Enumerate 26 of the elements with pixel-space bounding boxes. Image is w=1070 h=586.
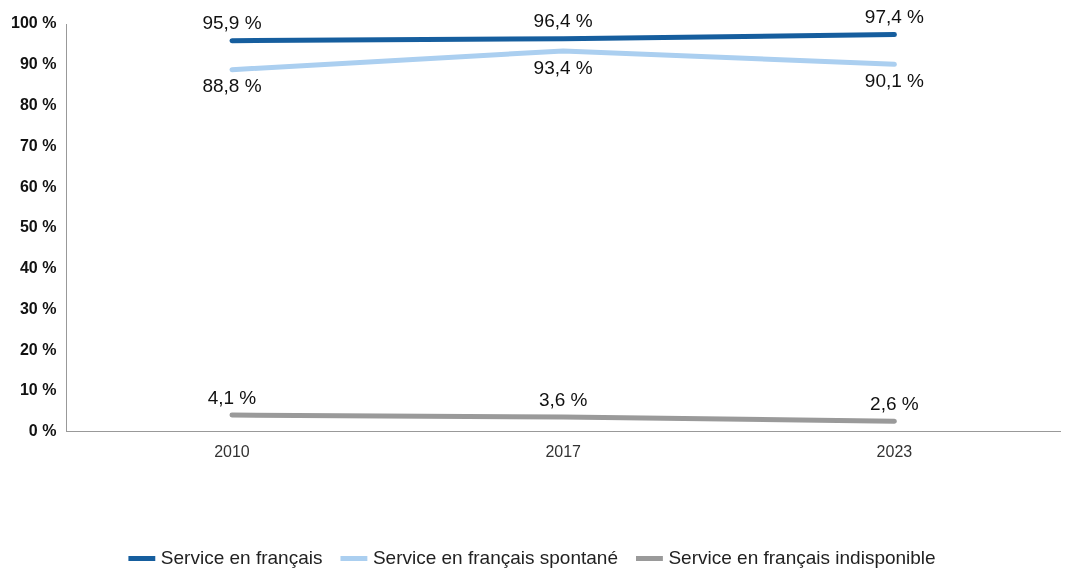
data-label: 4,1 % xyxy=(207,386,257,408)
y-tick-label: 20 % xyxy=(19,340,57,358)
y-tick-label: 40 % xyxy=(19,259,57,277)
y-tick-label: 10 % xyxy=(19,381,57,399)
legend-label: Service en français indisponible xyxy=(668,546,936,568)
y-tick-label: 50 % xyxy=(19,218,57,236)
x-tick-label: 2023 xyxy=(876,442,913,460)
y-tick-label: 80 % xyxy=(19,95,57,113)
data-label: 2,6 % xyxy=(870,392,919,414)
y-tick-label: 70 % xyxy=(19,136,57,154)
y-tick-label: 100 % xyxy=(10,14,57,32)
data-label: 3,6 % xyxy=(538,388,588,410)
data-label: 88,8 % xyxy=(202,75,262,97)
y-tick-label: 0 % xyxy=(28,422,57,440)
data-label: 95,9 % xyxy=(202,12,262,34)
data-label: 93,4 % xyxy=(533,56,593,78)
y-tick-label: 60 % xyxy=(19,177,57,195)
legend-label: Service en français spontané xyxy=(372,546,618,568)
data-label: 90,1 % xyxy=(864,70,925,92)
x-tick-label: 2017 xyxy=(545,442,582,460)
y-tick-label: 30 % xyxy=(19,299,57,317)
legend-label: Service en français xyxy=(160,546,323,568)
x-tick-label: 2010 xyxy=(214,442,250,460)
y-tick-label: 90 % xyxy=(19,55,57,73)
data-label: 96,4 % xyxy=(533,10,593,32)
data-label: 97,4 % xyxy=(864,6,925,28)
